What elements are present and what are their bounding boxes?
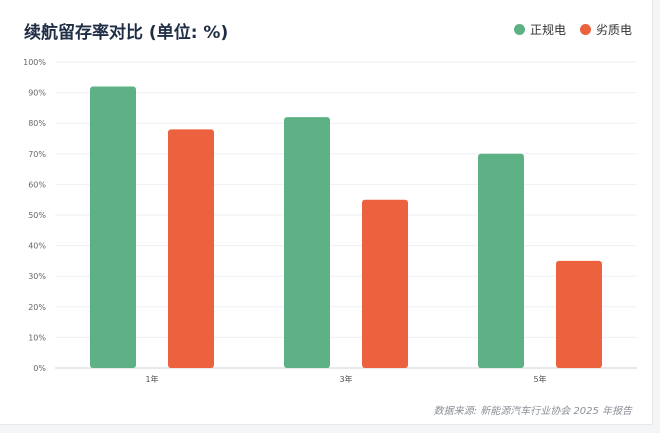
bar-regular-1 [284,117,330,368]
y-tick-label: 70% [28,150,46,159]
bar-regular-2 [478,153,524,368]
x-tick-label: 3年 [339,374,352,384]
legend-swatch-inferior [579,24,591,35]
bar-regular-0 [90,86,136,368]
y-tick-label: 40% [28,242,46,251]
chart-title: 续航留存率对比 (单位: %) [24,23,229,43]
chart-legend: 正规电 劣质电 [513,21,632,38]
bar-inferior-0 [168,129,214,368]
bar-chart-plot: 0% 10% 20% 30% 40% 50% 60% 70% 80% 90% 100% 1年 3年 5年 [23,58,637,384]
y-tick-label: 30% [28,272,46,281]
bar-inferior-1 [362,199,408,368]
legend-item-inferior[interactable]: 劣质电 [579,21,632,38]
legend-label-inferior: 劣质电 [595,23,632,37]
y-tick-label: 0% [33,364,46,373]
bar-inferior-2 [556,260,602,368]
data-source-note: 数据来源: 新能源汽车行业协会 2025 年报告 [433,406,632,417]
chart-card: 续航留存率对比 (单位: %) 正规电 劣质电 0% 10% 20% 30% 40% 50… [0,0,653,425]
y-tick-label: 20% [28,303,46,312]
y-tick-label: 80% [28,119,46,128]
y-tick-label: 100% [23,58,46,67]
legend-item-regular[interactable]: 正规电 [513,21,566,38]
y-tick-label: 10% [28,333,46,342]
legend-swatch-regular [513,24,525,35]
y-tick-label: 90% [28,89,46,98]
y-tick-label: 60% [28,180,46,189]
y-tick-label: 50% [28,211,46,220]
x-tick-label: 5年 [533,374,546,384]
x-tick-label: 1年 [145,374,158,384]
legend-label-regular: 正规电 [529,23,566,37]
